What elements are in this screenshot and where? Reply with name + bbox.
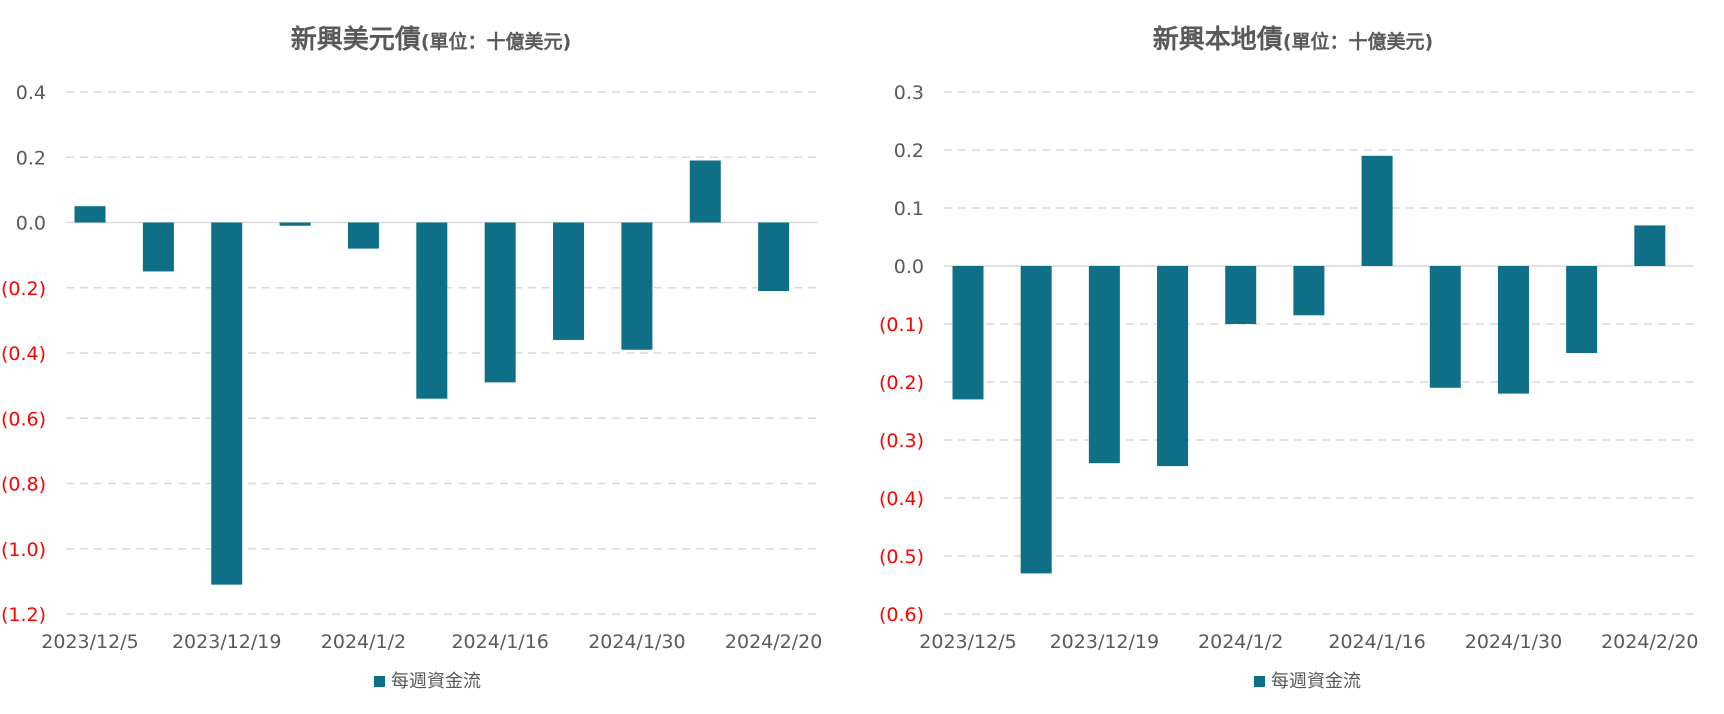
bar	[1566, 266, 1598, 353]
x-tick-label: 2023/12/5	[919, 631, 1016, 653]
legend-swatch	[374, 676, 385, 687]
y-tick-label: 0.1	[894, 198, 924, 220]
chart-title-main: 新興美元債	[291, 24, 421, 55]
x-tick-label: 2023/12/19	[172, 631, 282, 653]
x-tick-label: 2024/1/16	[451, 631, 548, 653]
bar	[142, 222, 174, 272]
bar	[74, 206, 106, 223]
bar	[416, 222, 448, 399]
bar	[1497, 266, 1529, 394]
y-tick-label: 0.2	[894, 140, 924, 162]
x-tick-label: 2024/2/20	[1601, 631, 1698, 653]
chart-title: 新興美元債(單位：十億美元)	[291, 24, 571, 55]
x-tick-label: 2024/1/30	[1465, 631, 1562, 653]
legend: 每週資金流	[374, 671, 481, 692]
bar	[279, 222, 311, 226]
bars	[74, 160, 790, 585]
x-tick-label: 2024/1/2	[321, 631, 406, 653]
y-tick-label: (0.8)	[1, 474, 46, 496]
chart-title-subtitle: (單位：十億美元)	[421, 30, 571, 53]
x-tick-label: 2024/2/20	[725, 631, 822, 653]
x-tick-label: 2024/1/16	[1328, 631, 1425, 653]
chart-svg: 新興美元債(單位：十億美元) 0.4 0.2 0.0 (0.2) (0.4) (0.6) (…	[1, 24, 822, 692]
y-tick-label: (0.5)	[879, 546, 924, 568]
y-tick-label: (0.2)	[1, 278, 46, 300]
y-tick-label: (0.4)	[879, 488, 924, 510]
bar	[621, 222, 653, 350]
chart-title-subtitle: (單位：十億美元)	[1283, 30, 1433, 53]
bar	[347, 222, 379, 249]
y-tick-label: (0.3)	[879, 430, 924, 452]
chart-svg: 新興本地債(單位：十億美元) 0.3 0.2 0.1 0.0 (0.1) (0.2) (0.…	[879, 24, 1699, 692]
x-tick-label: 2024/1/2	[1198, 631, 1283, 653]
y-tick-label: (1.0)	[1, 539, 46, 561]
bar	[1293, 266, 1325, 316]
bar	[1225, 266, 1257, 324]
bar	[952, 266, 984, 400]
x-tick-label: 2023/12/5	[41, 631, 138, 653]
bar	[553, 222, 585, 340]
y-tick-label: (0.4)	[1, 343, 46, 365]
x-axis-ticks: 2023/12/5 2023/12/19 2024/1/2 2024/1/16 2024…	[41, 631, 822, 653]
y-tick-label: 0.0	[16, 213, 46, 235]
chart-em-local-bonds: 新興本地債(單位：十億美元) 0.3 0.2 0.1 0.0 (0.1) (0.2) (0.…	[862, 0, 1724, 714]
y-tick-label: 0.2	[16, 147, 46, 169]
bar	[758, 222, 790, 292]
bar	[1088, 266, 1120, 464]
y-tick-label: 0.0	[894, 256, 924, 278]
y-tick-label: (1.2)	[1, 604, 46, 626]
y-axis-ticks: 0.3 0.2 0.1 0.0 (0.1) (0.2) (0.3) (0.4) (0.5) (0.…	[879, 82, 924, 626]
legend-label: 每週資金流	[391, 671, 481, 692]
chart-em-usd-bonds: 新興美元債(單位：十億美元) 0.4 0.2 0.0 (0.2) (0.4) (0.6) (…	[1, 24, 822, 692]
legend-label: 每週資金流	[1271, 671, 1361, 692]
bar	[1429, 266, 1461, 388]
bar	[1634, 225, 1666, 266]
x-axis-ticks: 2023/12/5 2023/12/19 2024/1/2 2024/1/16 2024…	[919, 631, 1698, 653]
y-tick-label: (0.1)	[879, 314, 924, 336]
y-tick-label: (0.6)	[879, 604, 924, 626]
bar	[1361, 155, 1393, 266]
bar	[689, 160, 721, 223]
bar	[1020, 266, 1052, 574]
legend-swatch	[1254, 676, 1265, 687]
chart-title: 新興本地債(單位：十億美元)	[1153, 24, 1433, 55]
y-tick-label: 0.4	[16, 82, 46, 104]
bar	[484, 222, 516, 383]
chart-title-main: 新興本地債	[1153, 24, 1283, 55]
bars	[952, 155, 1666, 574]
bar	[211, 222, 243, 585]
bar	[1157, 266, 1189, 467]
y-tick-label: (0.2)	[879, 372, 924, 394]
legend: 每週資金流	[1254, 671, 1361, 692]
y-tick-label: (0.6)	[1, 408, 46, 430]
y-axis-ticks: 0.4 0.2 0.0 (0.2) (0.4) (0.6) (0.8) (1.0) (1.2)	[1, 82, 46, 626]
y-tick-label: 0.3	[894, 82, 924, 104]
x-tick-label: 2024/1/30	[588, 631, 685, 653]
x-tick-label: 2023/12/19	[1050, 631, 1160, 653]
